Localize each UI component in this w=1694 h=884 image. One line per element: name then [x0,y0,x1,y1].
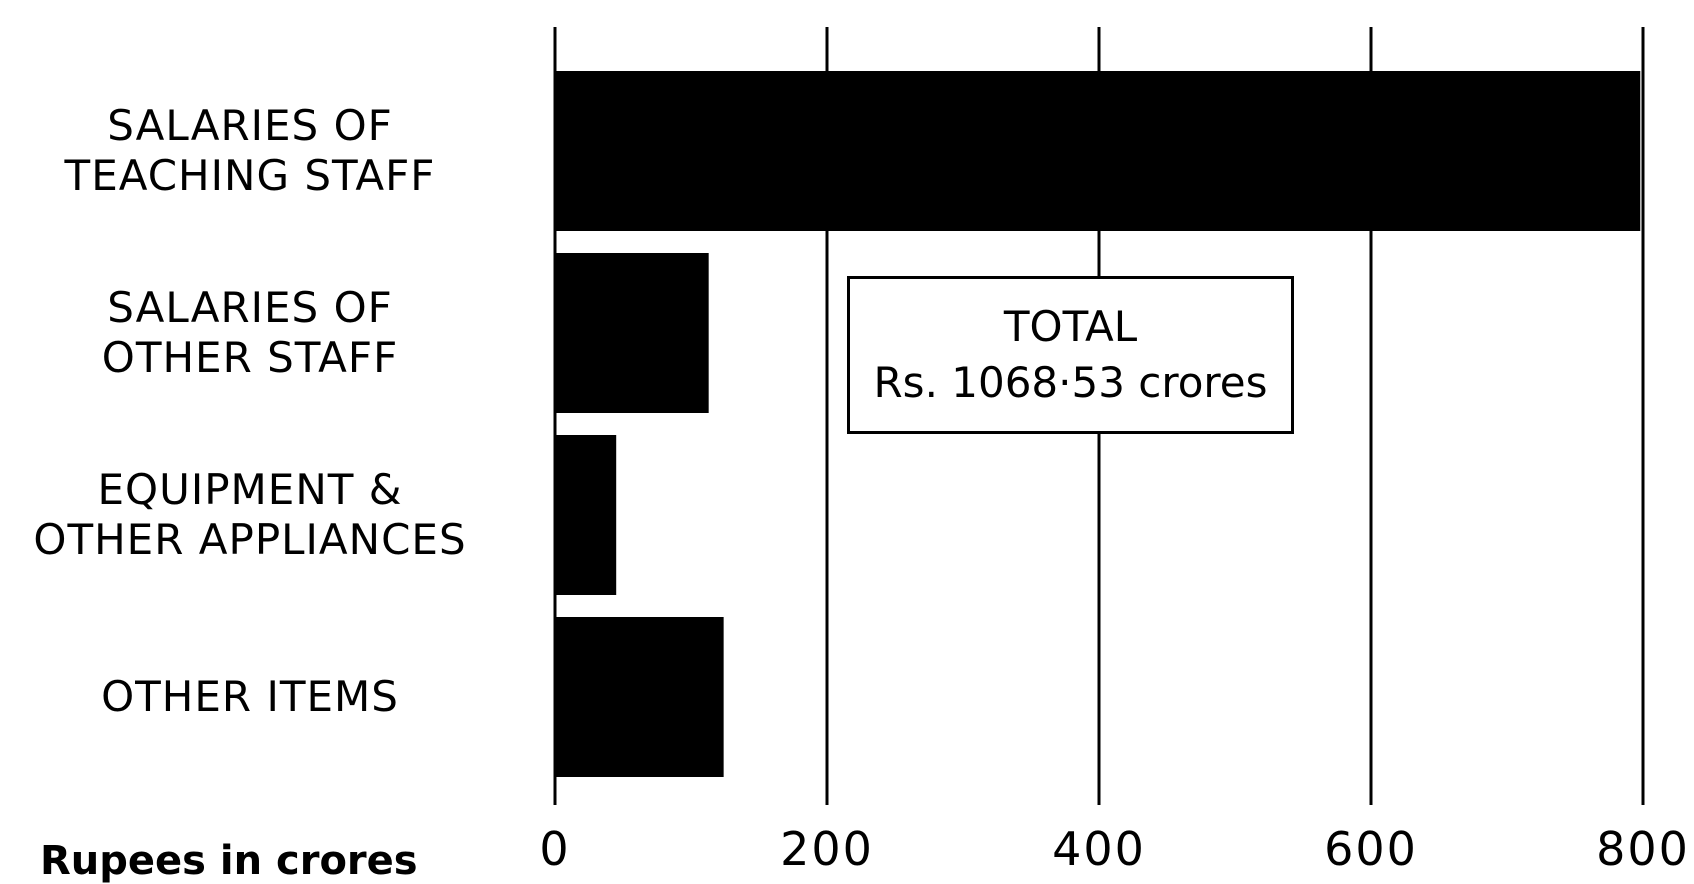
x-tick-label: 200 [780,822,874,876]
annotation: TOTAL Rs. 1068·53 crores [847,276,1294,434]
x-tick-label: 600 [1324,822,1418,876]
x-axis-label: Rupees in crores [40,838,418,884]
y-tick-label: OTHER ITEMS [101,672,399,721]
bar [555,617,724,777]
y-tick-label: SALARIES OF OTHER STAFF [101,283,399,382]
bar [555,253,709,413]
y-tick-label: EQUIPMENT & OTHER APPLIANCES [33,465,467,564]
x-tick-label: 0 [539,822,571,876]
bar [555,435,617,595]
y-tick-label: SALARIES OF TEACHING STAFF [64,101,436,200]
bar [555,71,1641,231]
x-tick-label: 400 [1052,822,1146,876]
x-tick-label: 800 [1596,822,1690,876]
